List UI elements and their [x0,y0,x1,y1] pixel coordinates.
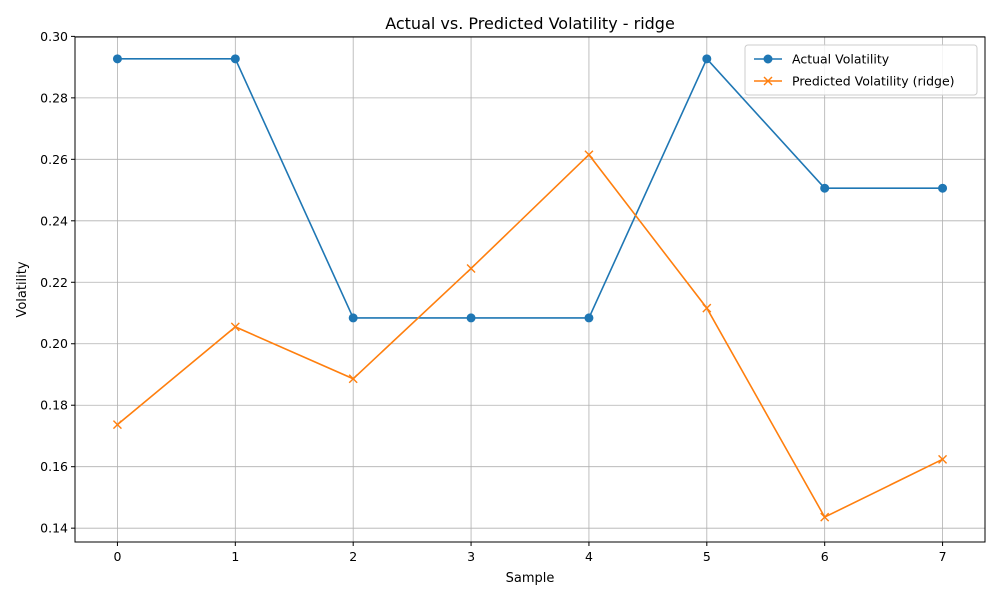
y-tick-label: 0.20 [40,336,68,351]
data-point-1-stroke [938,454,948,464]
x-tick-label: 3 [467,549,475,564]
data-point-0 [112,54,122,64]
y-tick-label: 0.30 [40,29,68,44]
legend-marker [763,54,773,64]
series-line-0 [117,57,943,319]
x-axis-label: Sample [506,571,555,586]
data-point-0 [938,183,948,193]
x-tick-label: 7 [939,549,947,564]
y-tick-label: 0.14 [40,521,68,536]
y-axis-label: Volatility [15,261,30,317]
grid [75,35,985,542]
data-point-0 [584,313,594,323]
legend-marker-stroke [763,76,773,86]
data-point-0 [348,313,358,323]
x-tick-label: 1 [231,549,239,564]
x-tick-label: 6 [821,549,829,564]
x-tick-label: 2 [349,549,357,564]
data-point-1 [938,454,948,464]
data-point-1 [466,263,476,273]
plot-frame [74,36,986,543]
data-point-1-stroke [348,374,358,384]
x-tick-label: 5 [703,549,711,564]
legend-box [744,44,978,96]
data-point-1 [348,374,358,384]
legend: Actual Volatility Predicted Volatility (r… [744,44,978,96]
data-point-1 [112,420,122,430]
legend-marker [763,76,773,86]
y-tick-label: 0.28 [40,90,68,105]
data-point-0 [702,54,712,64]
data-point-1-stroke [820,512,830,522]
data-point-1 [820,512,830,522]
y-tick-label: 0.24 [40,213,68,228]
series-layer [112,54,948,522]
data-point-0 [466,313,476,323]
legend-label: Predicted Volatility (ridge) [792,74,955,89]
series-line-1 [116,153,943,519]
x-tick-label: 0 [113,549,121,564]
y-tick-label: 0.18 [40,398,68,413]
data-point-1-stroke [584,150,594,160]
data-point-1 [584,150,594,160]
legend-label: Actual Volatility [792,52,890,67]
data-point-1 [702,303,712,313]
data-point-0 [230,54,240,64]
data-point-1-stroke [702,303,712,313]
y-tick-label: 0.22 [40,275,68,290]
data-point-1-stroke [230,322,240,332]
data-point-0 [820,183,830,193]
chart-title: Actual vs. Predicted Volatility - ridge [385,14,675,33]
x-tick-label: 4 [585,549,593,564]
data-point-1-stroke [112,420,122,430]
data-point-1-stroke [466,263,476,273]
data-point-1 [230,322,240,332]
y-tick-label: 0.26 [40,152,68,167]
ticks: 0 1 2 3 4 5 6 7 0.14 0.16 0.18 0.20 0.22 0.24 0.26 0.28… [40,29,946,564]
y-tick-label: 0.16 [40,459,68,474]
